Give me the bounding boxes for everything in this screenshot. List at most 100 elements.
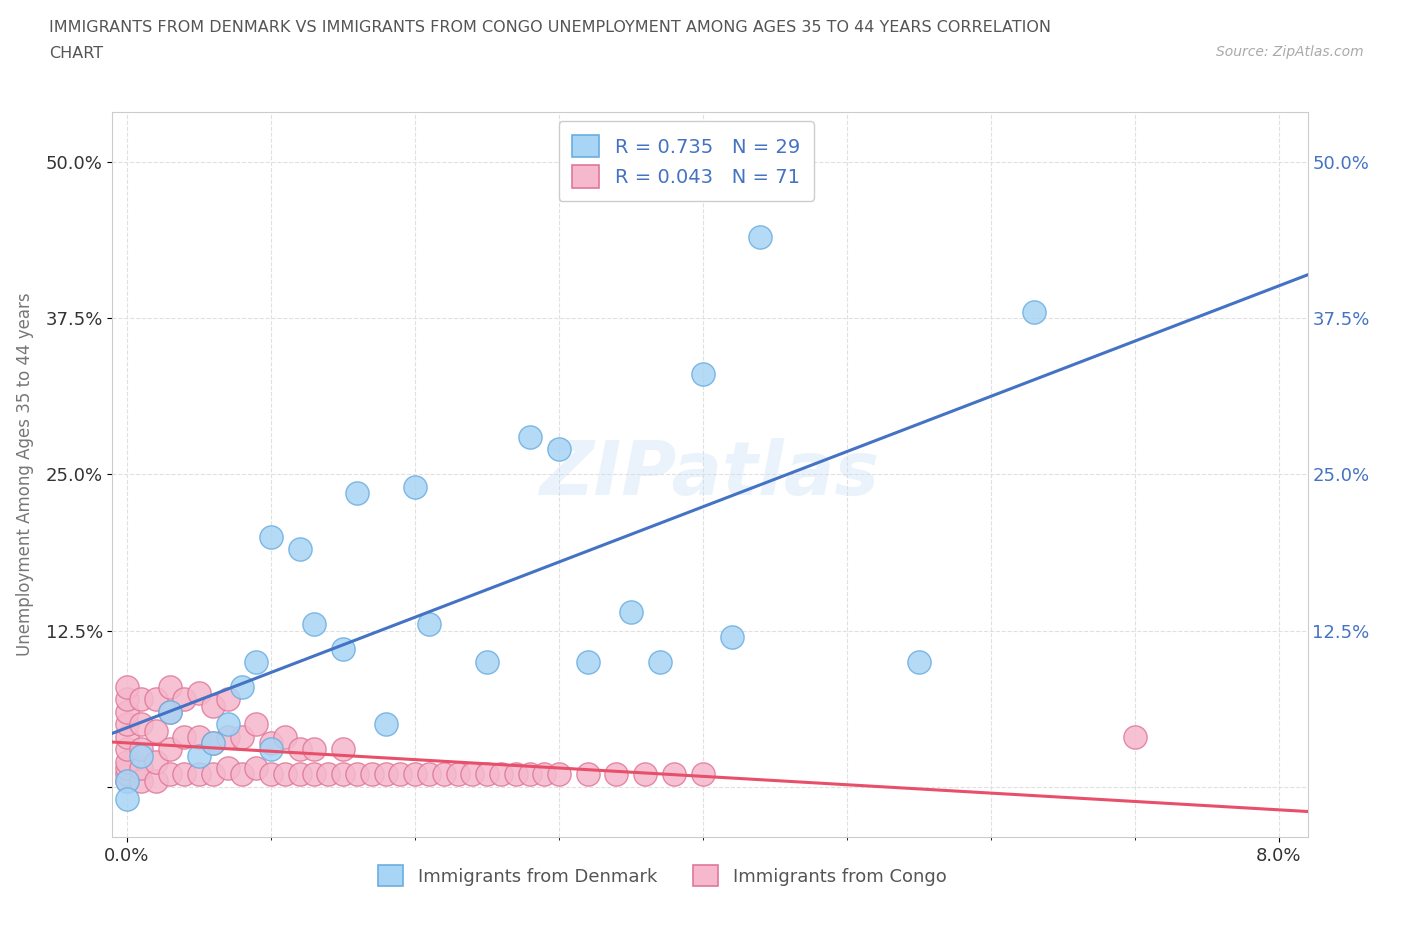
- Point: [749, 229, 772, 244]
- Point: [720, 630, 742, 644]
- Point: [217, 761, 239, 776]
- Point: [360, 767, 382, 782]
- Point: [692, 366, 714, 381]
- Point: [418, 617, 440, 631]
- Point: [115, 773, 138, 788]
- Point: [332, 642, 354, 657]
- Point: [202, 698, 225, 713]
- Point: [145, 692, 167, 707]
- Point: [159, 742, 181, 757]
- Point: [274, 767, 297, 782]
- Point: [318, 767, 340, 782]
- Point: [115, 729, 138, 744]
- Point: [389, 767, 412, 782]
- Point: [145, 773, 167, 788]
- Point: [907, 655, 929, 670]
- Point: [145, 724, 167, 738]
- Point: [129, 773, 152, 788]
- Point: [115, 792, 138, 807]
- Point: [274, 729, 297, 744]
- Point: [129, 749, 152, 764]
- Point: [288, 767, 311, 782]
- Point: [475, 655, 498, 670]
- Point: [115, 761, 138, 776]
- Point: [634, 767, 657, 782]
- Point: [519, 767, 541, 782]
- Point: [648, 655, 671, 670]
- Point: [187, 749, 209, 764]
- Point: [302, 617, 325, 631]
- Point: [217, 717, 239, 732]
- Point: [547, 442, 569, 457]
- Point: [187, 685, 209, 700]
- Point: [576, 655, 599, 670]
- Point: [245, 717, 267, 732]
- Point: [231, 680, 253, 695]
- Point: [245, 655, 267, 670]
- Point: [115, 767, 138, 782]
- Point: [187, 767, 209, 782]
- Point: [375, 767, 398, 782]
- Point: [217, 692, 239, 707]
- Point: [115, 680, 138, 695]
- Point: [346, 485, 368, 500]
- Point: [461, 767, 484, 782]
- Point: [447, 767, 470, 782]
- Point: [662, 767, 685, 782]
- Point: [159, 705, 181, 720]
- Point: [505, 767, 527, 782]
- Point: [129, 761, 152, 776]
- Point: [115, 692, 138, 707]
- Point: [115, 705, 138, 720]
- Point: [332, 767, 354, 782]
- Point: [302, 742, 325, 757]
- Point: [217, 729, 239, 744]
- Point: [260, 736, 283, 751]
- Point: [187, 729, 209, 744]
- Point: [115, 754, 138, 769]
- Point: [231, 767, 253, 782]
- Point: [375, 717, 398, 732]
- Point: [346, 767, 368, 782]
- Point: [475, 767, 498, 782]
- Point: [231, 729, 253, 744]
- Point: [202, 736, 225, 751]
- Point: [260, 529, 283, 544]
- Point: [605, 767, 627, 782]
- Point: [547, 767, 569, 782]
- Point: [491, 767, 513, 782]
- Point: [519, 430, 541, 445]
- Point: [115, 742, 138, 757]
- Point: [159, 767, 181, 782]
- Point: [576, 767, 599, 782]
- Point: [288, 742, 311, 757]
- Point: [129, 692, 152, 707]
- Point: [202, 736, 225, 751]
- Point: [418, 767, 440, 782]
- Point: [433, 767, 456, 782]
- Point: [533, 767, 555, 782]
- Point: [202, 767, 225, 782]
- Point: [404, 767, 426, 782]
- Text: IMMIGRANTS FROM DENMARK VS IMMIGRANTS FROM CONGO UNEMPLOYMENT AMONG AGES 35 TO 4: IMMIGRANTS FROM DENMARK VS IMMIGRANTS FR…: [49, 20, 1052, 35]
- Point: [159, 705, 181, 720]
- Point: [260, 767, 283, 782]
- Text: CHART: CHART: [49, 46, 103, 61]
- Point: [173, 729, 195, 744]
- Point: [1022, 304, 1045, 319]
- Point: [159, 680, 181, 695]
- Point: [288, 542, 311, 557]
- Point: [620, 604, 643, 619]
- Point: [692, 767, 714, 782]
- Point: [173, 692, 195, 707]
- Y-axis label: Unemployment Among Ages 35 to 44 years: Unemployment Among Ages 35 to 44 years: [17, 293, 34, 656]
- Point: [129, 742, 152, 757]
- Point: [302, 767, 325, 782]
- Point: [115, 773, 138, 788]
- Text: Source: ZipAtlas.com: Source: ZipAtlas.com: [1216, 45, 1364, 59]
- Point: [260, 742, 283, 757]
- Point: [115, 717, 138, 732]
- Point: [129, 717, 152, 732]
- Point: [1123, 729, 1146, 744]
- Point: [173, 767, 195, 782]
